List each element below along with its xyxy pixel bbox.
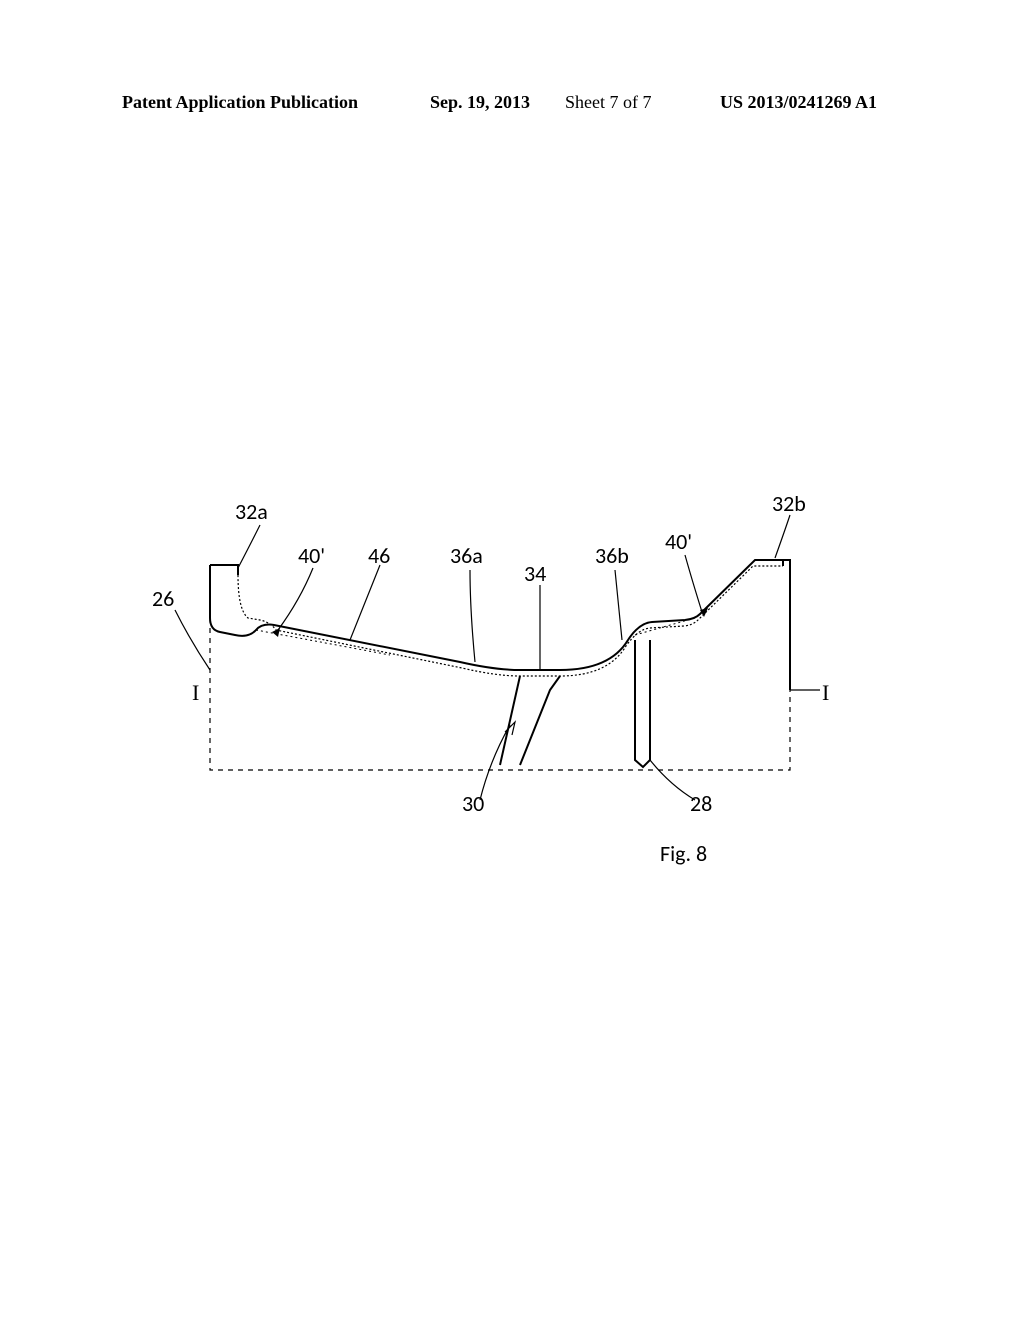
- label-30: 30: [462, 790, 484, 817]
- leader-28: [650, 760, 695, 800]
- figure-caption: Fig. 8: [660, 840, 707, 867]
- label-36b: 36b: [595, 542, 629, 569]
- disc-30: [500, 676, 520, 765]
- figure-svg: [140, 490, 860, 870]
- inner-contour-left: [238, 566, 783, 676]
- publication-label: Patent Application Publication: [122, 92, 358, 113]
- dashed-box: [210, 618, 790, 770]
- label-40-left: 40': [298, 542, 325, 569]
- label-40-right: 40': [665, 528, 692, 555]
- label-32b: 32b: [772, 490, 806, 517]
- publication-number: US 2013/0241269 A1: [720, 92, 877, 113]
- label-26: 26: [152, 585, 174, 612]
- label-36a: 36a: [450, 542, 483, 569]
- leader-46: [350, 565, 380, 640]
- label-I-left: I: [192, 680, 199, 706]
- leader-26: [175, 610, 210, 670]
- leader-32a: [238, 525, 260, 568]
- leader-40-right: [685, 555, 702, 612]
- leader-32b: [775, 515, 790, 558]
- leader-36b: [615, 570, 622, 640]
- label-46: 46: [368, 542, 390, 569]
- leader-40-left: [278, 568, 313, 630]
- outline-left-cap: [210, 565, 238, 575]
- drop-channel-28: [635, 640, 650, 767]
- label-34: 34: [524, 560, 546, 587]
- label-I-right: I: [822, 680, 829, 706]
- label-32a: 32a: [235, 498, 268, 525]
- sheet-number: Sheet 7 of 7: [565, 92, 651, 113]
- outline-right-top: [783, 560, 790, 690]
- disc-30b: [520, 676, 560, 765]
- publication-date: Sep. 19, 2013: [430, 92, 530, 113]
- figure-8: 32a 32b 40' 40' 46 36a 34 36b 26 I I 30 …: [140, 490, 860, 870]
- leader-36a: [470, 570, 475, 662]
- label-28: 28: [690, 790, 712, 817]
